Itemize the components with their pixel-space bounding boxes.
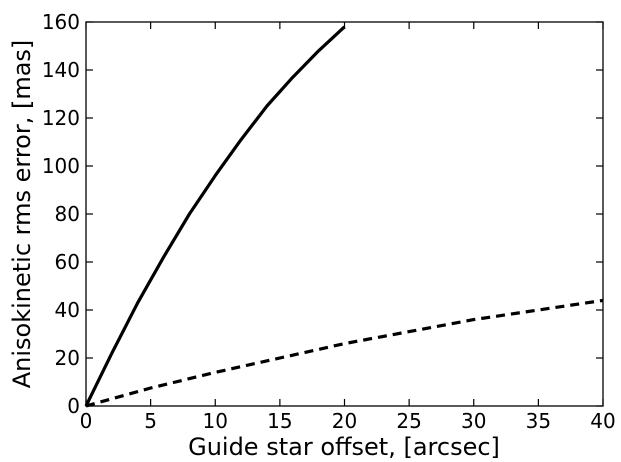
solid-series-line-0: [84, 25, 346, 407]
x-tick-label: 35: [526, 409, 551, 433]
x-tick-label: 15: [267, 409, 292, 433]
y-tick-label: 160: [42, 10, 80, 34]
x-axis-label: Guide star offset, [arcsec]: [188, 433, 500, 461]
plot-frame: [85, 21, 604, 407]
x-tick-label: 5: [144, 409, 157, 433]
x-tick-label: 40: [590, 409, 615, 433]
plot-lines: [84, 25, 604, 408]
axis-ticks: [85, 21, 604, 407]
y-tick-label: 60: [55, 250, 80, 274]
x-tick-label: 0: [80, 409, 93, 433]
y-tick-label: 80: [55, 202, 80, 226]
y-axis-label: Anisokinetic rms error, [mas]: [8, 40, 36, 389]
y-tick-label: 100: [42, 154, 80, 178]
x-tick-label: 30: [461, 409, 486, 433]
y-tick-label: 0: [67, 394, 80, 418]
y-tick-label: 40: [55, 298, 80, 322]
x-tick-label: 10: [203, 409, 228, 433]
axis-tick-labels: 0 5 10 15 20 25 30 35 40 0 20 40 60 80 100 120 140 160: [42, 10, 616, 433]
y-tick-label: 140: [42, 58, 80, 82]
y-tick-label: 20: [55, 346, 80, 370]
x-tick-label: 20: [332, 409, 357, 433]
x-tick-label: 25: [396, 409, 421, 433]
dashed-series-line-1: [85, 298, 604, 408]
y-tick-label: 120: [42, 106, 80, 130]
